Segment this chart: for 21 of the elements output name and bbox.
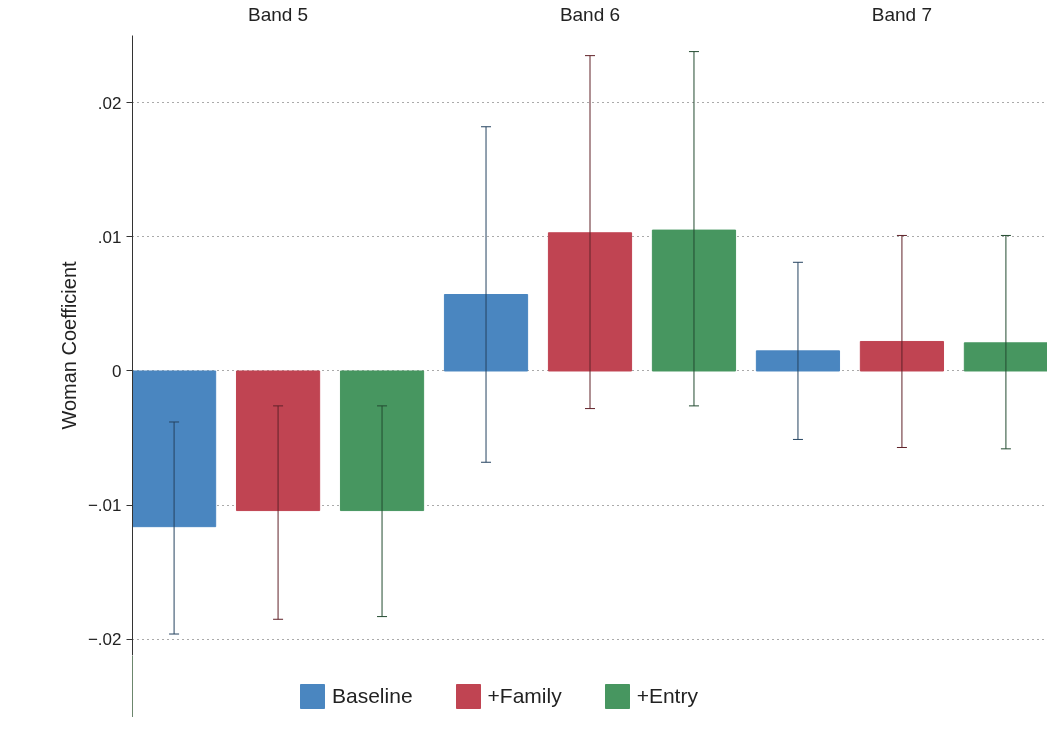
bar bbox=[963, 342, 1047, 372]
y-tick-label: .02 bbox=[97, 93, 122, 113]
y-tick-label: −.01 bbox=[87, 496, 122, 516]
legend-label: +Entry bbox=[636, 684, 698, 708]
bar bbox=[651, 229, 737, 372]
bar bbox=[547, 232, 633, 372]
bar bbox=[132, 370, 217, 528]
y-tick-label: −.02 bbox=[87, 630, 122, 650]
bar bbox=[755, 350, 841, 372]
y-tick-label: .01 bbox=[97, 227, 122, 247]
x-tick-label: Band 6 bbox=[559, 3, 621, 25]
x-tick-label: Band 7 bbox=[871, 3, 933, 25]
x-tick-label: Band 5 bbox=[247, 3, 309, 25]
legend-label: +Family bbox=[487, 684, 562, 708]
bar bbox=[859, 340, 945, 372]
bar bbox=[443, 294, 529, 372]
legend-label: Baseline bbox=[332, 684, 413, 708]
bar bbox=[339, 370, 425, 512]
y-tick-label: 0 bbox=[112, 362, 122, 381]
y-axis-title: Woman Coefficient bbox=[57, 260, 80, 430]
bar bbox=[235, 370, 321, 512]
